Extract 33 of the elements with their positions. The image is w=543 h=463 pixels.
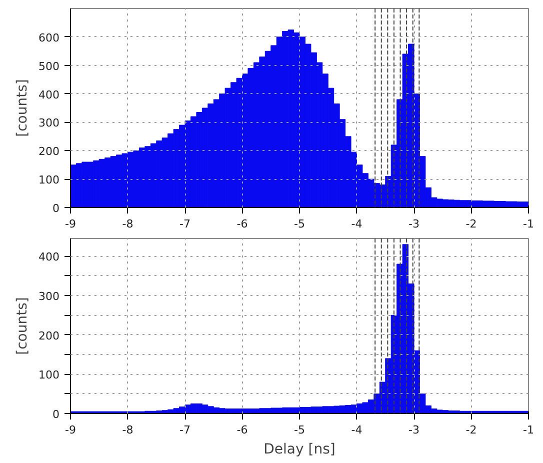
x-tick-label: -7 (180, 424, 190, 436)
x-tick-label: -6 (236, 424, 248, 436)
x-tick-label: -3 (408, 424, 420, 436)
y-axis-title: [counts] (14, 297, 31, 355)
y-tick-label: 500 (38, 60, 60, 73)
x-tick-label: -4 (351, 424, 362, 436)
y-tick-label: 300 (38, 116, 60, 130)
x-axis-title: Delay [ns] (264, 442, 336, 458)
y-tick-label: 100 (38, 174, 60, 187)
y-axis-title: [counts] (14, 79, 31, 137)
x-tick-label: -5 (294, 218, 305, 230)
x-tick-label: -6 (236, 218, 248, 230)
x-tick-label: -9 (65, 424, 76, 436)
x-tick-label: -3 (408, 218, 420, 230)
x-tick-label: -8 (122, 424, 134, 436)
y-tick-label: 200 (38, 145, 60, 158)
y-tick-label: 400 (38, 88, 60, 102)
x-tick-label: -7 (180, 218, 190, 230)
y-tick-label: 0 (52, 408, 60, 421)
x-tick-label: -2 (466, 218, 477, 230)
y-tick-label: 0 (52, 202, 60, 215)
x-tick-label: -5 (294, 424, 305, 436)
y-tick-label: 400 (38, 250, 60, 264)
x-tick-label: -4 (351, 218, 362, 230)
y-tick-label: 200 (38, 329, 60, 342)
x-tick-label: -1 (523, 424, 534, 436)
x-tick-label: -1 (523, 218, 534, 230)
y-tick-label: 300 (38, 290, 60, 304)
x-tick-label: -8 (122, 218, 134, 230)
x-tick-label: -9 (65, 218, 76, 230)
y-tick-label: 600 (38, 31, 60, 44)
x-tick-label: -2 (466, 424, 477, 436)
y-tick-label: 100 (38, 368, 60, 382)
